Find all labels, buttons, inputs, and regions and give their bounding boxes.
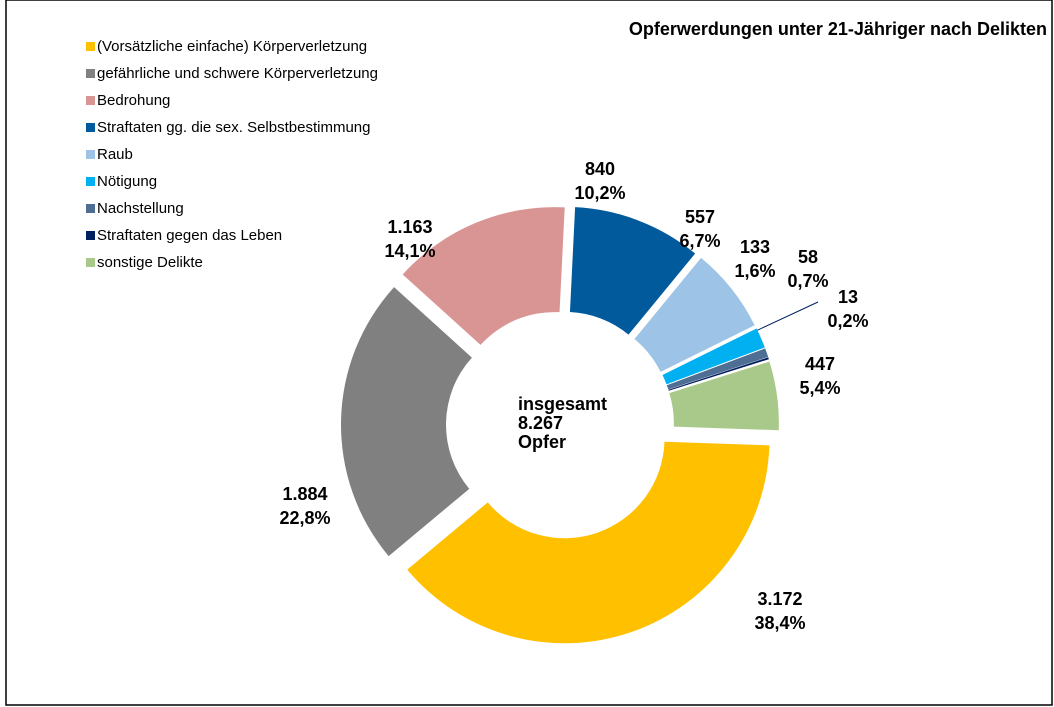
legend-label: Nachstellung bbox=[97, 200, 184, 217]
value-label: 447 bbox=[805, 354, 835, 374]
value-label: 1.884 bbox=[282, 484, 327, 504]
legend-swatch bbox=[86, 258, 95, 267]
legend-label: Nötigung bbox=[97, 173, 157, 190]
donut-slice bbox=[341, 287, 472, 557]
percent-label: 38,4% bbox=[754, 613, 805, 633]
percent-label: 22,8% bbox=[279, 508, 330, 528]
value-label: 3.172 bbox=[757, 589, 802, 609]
legend-label: Straftaten gg. die sex. Selbstbestimmung bbox=[97, 119, 370, 136]
donut-slice bbox=[569, 207, 696, 335]
percent-label: 10,2% bbox=[574, 183, 625, 203]
legend-label: gefährliche und schwere Körperverletzung bbox=[97, 65, 378, 82]
legend-label: (Vorsätzliche einfache) Körperverletzung bbox=[97, 38, 367, 55]
value-label: 133 bbox=[740, 237, 770, 257]
donut-slice bbox=[668, 357, 769, 391]
frame bbox=[5, 0, 1053, 706]
percent-label: 0,7% bbox=[787, 271, 828, 291]
legend-swatch bbox=[86, 204, 95, 213]
donut-slice bbox=[666, 348, 769, 390]
value-label: 557 bbox=[685, 207, 715, 227]
center-label: Opfer bbox=[518, 432, 566, 452]
legend-swatch bbox=[86, 150, 95, 159]
center-label: insgesamt bbox=[518, 394, 607, 414]
chart-title: Opferwerdungen unter 21-Jähriger nach De… bbox=[629, 19, 1047, 39]
legend-label: Raub bbox=[97, 146, 133, 163]
value-label: 58 bbox=[798, 247, 818, 267]
percent-label: 6,7% bbox=[679, 231, 720, 251]
donut-slice bbox=[402, 207, 565, 345]
legend-swatch bbox=[86, 123, 95, 132]
percent-label: 0,2% bbox=[827, 311, 868, 331]
legend-swatch bbox=[86, 69, 95, 78]
donut-slice bbox=[407, 441, 770, 644]
legend-swatch bbox=[86, 96, 95, 105]
value-label: 13 bbox=[838, 287, 858, 307]
donut-slice bbox=[662, 328, 765, 385]
center-total: 8.267 bbox=[518, 413, 563, 433]
percent-label: 5,4% bbox=[799, 378, 840, 398]
legend-label: Bedrohung bbox=[97, 92, 170, 109]
donut-slice bbox=[634, 257, 755, 372]
donut-slice bbox=[669, 361, 779, 431]
value-label: 1.163 bbox=[387, 217, 432, 237]
legend-label: sonstige Delikte bbox=[97, 254, 203, 271]
percent-label: 1,6% bbox=[734, 261, 775, 281]
value-label: 840 bbox=[585, 159, 615, 179]
legend-swatch bbox=[86, 231, 95, 240]
legend-swatch bbox=[86, 177, 95, 186]
legend-swatch bbox=[86, 42, 95, 51]
percent-label: 14,1% bbox=[384, 241, 435, 261]
legend-label: Straftaten gegen das Leben bbox=[97, 227, 282, 244]
